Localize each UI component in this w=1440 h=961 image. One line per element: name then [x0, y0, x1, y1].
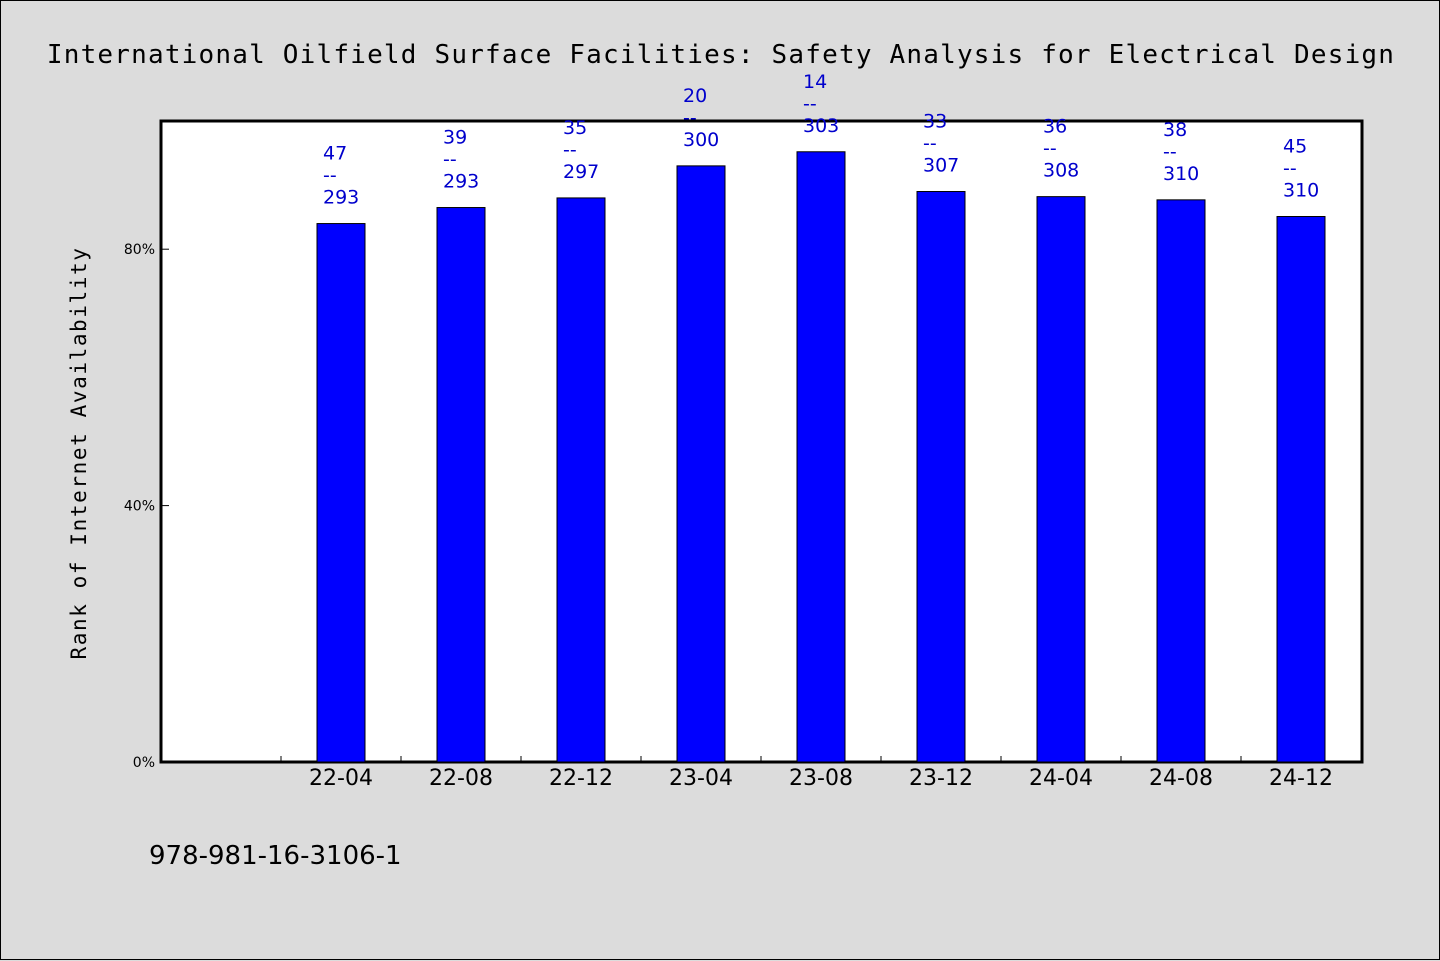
bar-data-label: 36: [1043, 116, 1067, 138]
bar-data-label: 307: [923, 155, 959, 177]
x-tick-label: 23-08: [789, 766, 853, 791]
bar-24-08: [1156, 199, 1206, 763]
x-tick-label: 24-12: [1269, 766, 1333, 791]
bar-data-label: 39: [443, 127, 467, 149]
bar-data-label: 308: [1043, 160, 1079, 182]
bar-data-label: --: [1043, 138, 1057, 160]
bar-data-label: 293: [323, 187, 359, 209]
bar-23-08: [796, 151, 846, 763]
bar-data-label: --: [323, 165, 337, 187]
bars: [316, 151, 1326, 763]
x-tick-label: 22-04: [309, 766, 373, 791]
footer-id: 978-981-16-3106-1: [149, 841, 402, 871]
bar-data-label: --: [683, 107, 697, 129]
bar-22-04: [316, 223, 366, 763]
bar-23-12: [916, 191, 966, 763]
bar-data-label: --: [923, 133, 937, 155]
x-tick-label: 23-04: [669, 766, 733, 791]
x-tick-label: 23-12: [909, 766, 973, 791]
bar-24-12: [1276, 216, 1326, 763]
x-tick-label: 22-08: [429, 766, 493, 791]
bar-data-label: 20: [683, 85, 707, 107]
x-tick-label: 24-04: [1029, 766, 1093, 791]
y-axis-label: Rank of Internet Availability: [67, 246, 91, 659]
bar-data-label: 47: [323, 143, 347, 165]
bar-data-label: 33: [923, 111, 947, 133]
bar-data-label: 38: [1163, 119, 1187, 141]
bar-data-label: 300: [683, 129, 719, 151]
bar-data-label: 14: [803, 71, 827, 93]
x-tick-label: 22-12: [549, 766, 613, 791]
bar-data-label: 303: [803, 115, 839, 137]
x-axis-ticks: 22-04 22-08 22-12 23-04 23-08 23-12 24-04 24-08…: [280, 756, 1362, 791]
bar-data-label: 310: [1283, 180, 1319, 202]
y-tick-label: 80%: [124, 242, 155, 258]
bar-data-label: --: [443, 149, 457, 171]
bar-22-12: [556, 197, 606, 763]
bar-23-04: [676, 165, 726, 763]
bar-22-08: [436, 207, 486, 763]
bar-data-label: --: [1283, 158, 1297, 180]
bar-data-label: 310: [1163, 163, 1199, 185]
bar-data-label: 35: [563, 117, 587, 139]
bar-24-04: [1036, 196, 1086, 763]
y-tick-label: 40%: [124, 499, 155, 515]
bar-data-label: 45: [1283, 136, 1307, 158]
bar-data-label: 293: [443, 171, 479, 193]
chart-title: International Oilfield Surface Facilitie…: [47, 40, 1395, 70]
bar-data-label: 297: [563, 161, 599, 183]
y-tick-label: 0%: [133, 755, 155, 771]
x-tick-label: 24-08: [1149, 766, 1213, 791]
bar-data-label: --: [803, 93, 817, 115]
bar-data-label: --: [1163, 141, 1177, 163]
y-axis-ticks: 0% 40% 80%: [124, 242, 169, 771]
bar-data-label: --: [563, 139, 577, 161]
